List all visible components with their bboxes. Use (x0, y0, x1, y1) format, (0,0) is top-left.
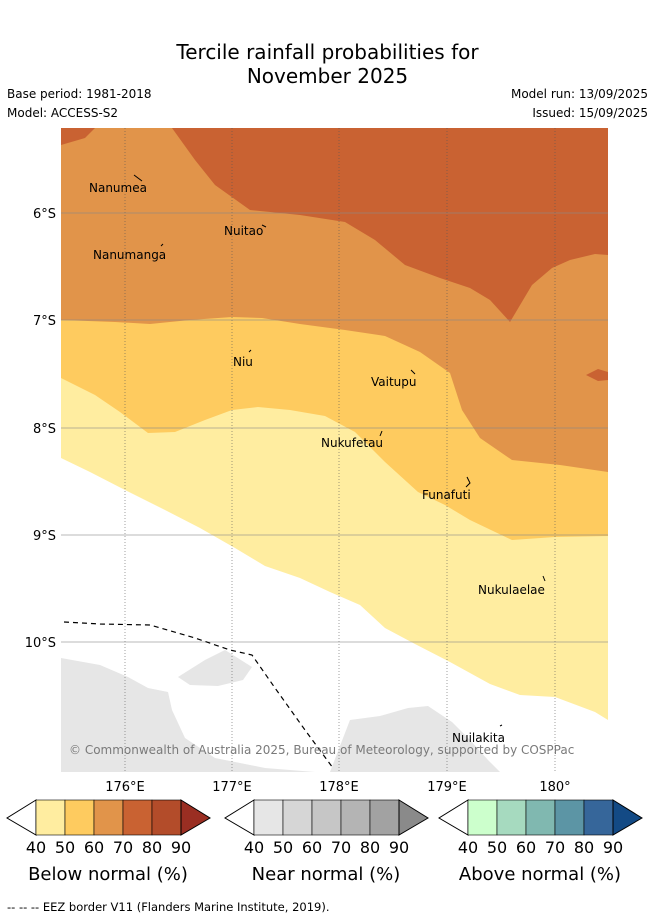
title-line-1: Tercile rainfall probabilities for (176, 40, 479, 64)
colorbar-above-high-arrow (612, 799, 643, 836)
lon-tick-178e: 178°E (319, 780, 359, 795)
colorbar-above-tick-60: 60 (516, 838, 536, 857)
lat-tick-8s: 8°S (33, 422, 56, 437)
colorbar-near-swatch-4 (340, 799, 371, 836)
colorbar-below-high-arrow (180, 799, 211, 836)
probability-map: Nanumea Nuitao Nanumanga Niu Vaitupu Nuk… (61, 128, 608, 772)
lat-tick-labels: 6°S 7°S 8°S 9°S 10°S (25, 207, 56, 651)
island-label-niu: Niu (233, 355, 253, 369)
lat-tick-10s: 10°S (25, 636, 56, 651)
colorbar-below-tick-40: 40 (26, 838, 46, 857)
region-below-70-corner (61, 128, 95, 145)
model-name: Model: ACCESS-S2 (7, 106, 119, 120)
colorbar-above: 40 50 60 70 80 90 Above normal (%) (438, 799, 643, 885)
region-near-40-c (330, 706, 500, 772)
colorbar-below-low-arrow (6, 799, 37, 836)
lat-tick-7s: 7°S (33, 314, 56, 329)
colorbar-near-low-arrow (224, 799, 255, 836)
title-line-2: November 2025 (246, 64, 409, 88)
map-title: Tercile rainfall probabilities for Novem… (0, 40, 655, 88)
island-label-nanumea: Nanumea (89, 181, 147, 195)
lon-tick-176e: 176°E (105, 780, 145, 795)
issued-date: Issued: 15/09/2025 (532, 106, 648, 120)
colorbar-above-low-arrow (438, 799, 469, 836)
island-label-funafuti: Funafuti (422, 488, 471, 502)
grid (124, 128, 556, 772)
colorbar-near-title: Near normal (%) (252, 864, 401, 885)
region-below-70 (95, 128, 608, 322)
colorbar-below-tick-70: 70 (113, 838, 133, 857)
colorbar-near-tick-60: 60 (302, 838, 322, 857)
colorbar-above-tick-70: 70 (545, 838, 565, 857)
colorbar-near-tick-80: 80 (360, 838, 380, 857)
island-coastlines (133, 174, 546, 727)
colorbar-above-swatch-1 (467, 799, 498, 836)
eez-legend: -- -- -- EEZ border V11 (Flanders Marine… (7, 900, 330, 914)
colorbar-below-title: Below normal (%) (28, 864, 188, 885)
colorbar-above-tick-80: 80 (574, 838, 594, 857)
island-label-nuilakita: Nuilakita (452, 731, 505, 745)
lat-tick-6s: 6°S (33, 207, 56, 222)
colorbar-below: 40 50 60 70 80 90 Below normal (%) (6, 799, 211, 885)
colorbar-above-title: Above normal (%) (459, 864, 621, 885)
region-below-70-patch (586, 369, 608, 381)
colorbar-near-swatch-2 (282, 799, 313, 836)
region-near-40-a (61, 658, 315, 772)
colorbar-above-tick-90: 90 (603, 838, 623, 857)
base-period: Base period: 1981-2018 (7, 87, 152, 101)
lon-tick-177e: 177°E (212, 780, 252, 795)
colorbar-near-tick-40: 40 (244, 838, 264, 857)
colorbar-below-swatch-2 (64, 799, 95, 836)
island-label-vaitupu: Vaitupu (371, 375, 417, 389)
model-run: Model run: 13/09/2025 (510, 87, 648, 101)
colorbar-near: 40 50 60 70 80 90 Near normal (%) (224, 799, 429, 885)
colorbar-above-tick-40: 40 (458, 838, 478, 857)
colorbar-below-swatch-3 (93, 799, 124, 836)
island-label-nukufetau: Nukufetau (321, 436, 383, 450)
lon-tick-labels: 176°E 177°E 178°E 179°E 180° (105, 780, 570, 795)
colorbar-above-swatch-5 (583, 799, 614, 836)
colorbar-above-swatch-2 (496, 799, 527, 836)
lat-tick-9s: 9°S (33, 529, 56, 544)
colorbar-near-tick-90: 90 (389, 838, 409, 857)
colorbar-near-swatch-1 (253, 799, 284, 836)
copyright-credit: © Commonwealth of Australia 2025, Bureau… (69, 743, 574, 757)
colorbar-below-swatch-5 (151, 799, 182, 836)
colorbar-below-tick-60: 60 (84, 838, 104, 857)
colorbar-below-tick-80: 80 (142, 838, 162, 857)
colorbar-near-swatch-3 (311, 799, 342, 836)
colorbar-below-swatch-4 (122, 799, 153, 836)
colorbar-near-tick-70: 70 (331, 838, 351, 857)
colorbar-near-tick-50: 50 (273, 838, 293, 857)
colorbar-above-swatch-4 (554, 799, 585, 836)
island-label-nukulaelae: Nukulaelae (478, 583, 545, 597)
region-near-40-b (178, 650, 252, 686)
colorbar-below-tick-50: 50 (55, 838, 75, 857)
island-label-nanumanga: Nanumanga (93, 248, 166, 262)
lon-tick-180: 180° (539, 780, 570, 795)
colorbar-above-tick-50: 50 (487, 838, 507, 857)
colorbar-near-high-arrow (398, 799, 429, 836)
lon-tick-179e: 179°E (427, 780, 467, 795)
colorbar-below-tick-90: 90 (171, 838, 191, 857)
island-label-nuitao: Nuitao (224, 224, 263, 238)
colorbar-below-swatch-1 (35, 799, 66, 836)
colorbar-above-swatch-3 (525, 799, 556, 836)
colorbar-near-swatch-5 (369, 799, 400, 836)
lat-grid (61, 212, 608, 643)
